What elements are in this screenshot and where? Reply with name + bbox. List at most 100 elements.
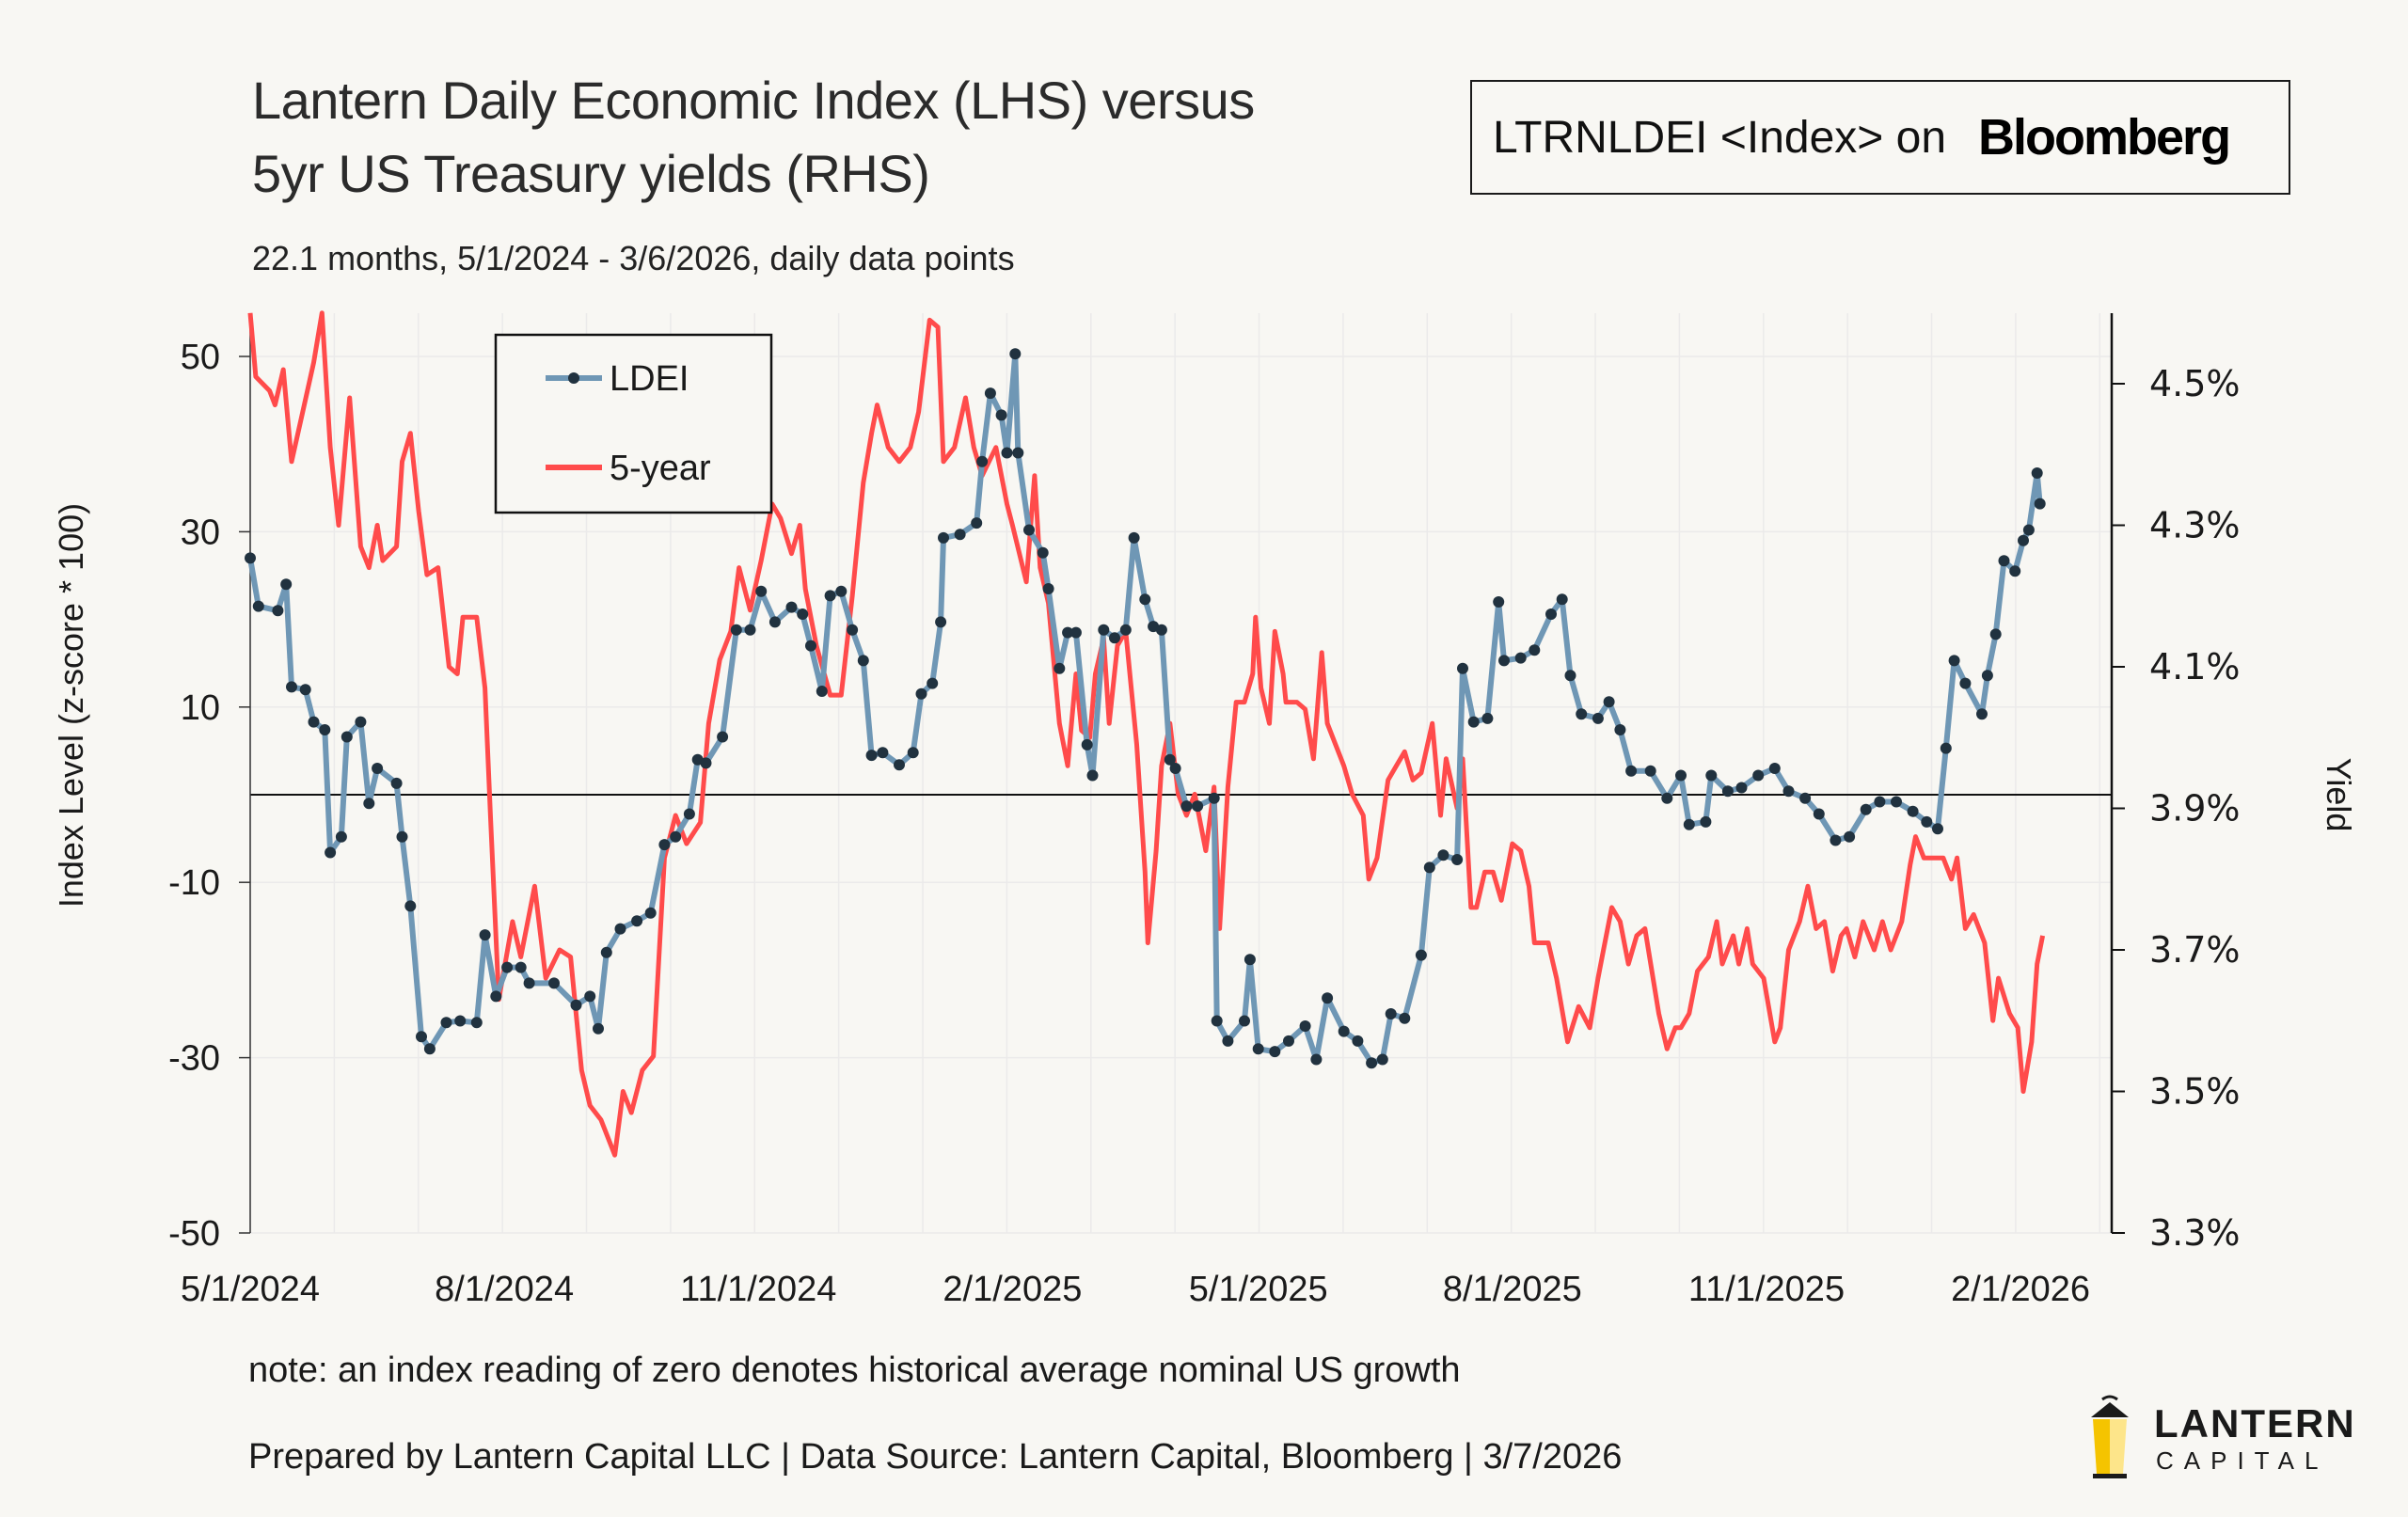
data-point bbox=[894, 759, 905, 771]
data-point bbox=[857, 655, 869, 667]
data-point bbox=[1874, 796, 1886, 808]
data-point bbox=[1932, 823, 1943, 835]
chart-title-line-2: 5yr US Treasury yields (RHS) bbox=[252, 144, 930, 203]
data-point bbox=[1119, 624, 1132, 636]
chart-note: note: an index reading of zero denotes h… bbox=[248, 1351, 1461, 1390]
data-point bbox=[1415, 949, 1427, 961]
data-point bbox=[416, 1031, 427, 1043]
left-tick-label: -30 bbox=[168, 1039, 220, 1079]
left-tick-label: 50 bbox=[181, 338, 220, 377]
data-point bbox=[600, 946, 612, 958]
x-tick-label: 8/1/2024 bbox=[435, 1270, 574, 1309]
data-point bbox=[1423, 861, 1435, 874]
data-point bbox=[1799, 792, 1812, 804]
data-point bbox=[454, 1015, 467, 1027]
data-point bbox=[372, 763, 384, 774]
data-point bbox=[1244, 954, 1256, 966]
data-point bbox=[1644, 765, 1656, 777]
x-tick-label: 8/1/2025 bbox=[1443, 1270, 1582, 1309]
data-point bbox=[1128, 531, 1140, 544]
data-point bbox=[1155, 624, 1167, 636]
data-point bbox=[1299, 1020, 1311, 1032]
data-point bbox=[1457, 662, 1468, 674]
data-point bbox=[1310, 1053, 1323, 1066]
data-point bbox=[355, 716, 367, 728]
data-point bbox=[470, 1017, 483, 1029]
data-point bbox=[1467, 716, 1480, 728]
data-point bbox=[877, 747, 889, 759]
data-point bbox=[286, 681, 297, 693]
data-point bbox=[1891, 796, 1902, 808]
data-point bbox=[1959, 677, 1972, 689]
data-point bbox=[938, 531, 949, 544]
data-point bbox=[2022, 524, 2035, 536]
data-point bbox=[245, 552, 256, 564]
data-point bbox=[670, 830, 682, 843]
right-axis-ticks: 4.5% 4.3% 4.1% 3.9% 3.7% 3.5% 3.3% bbox=[2112, 363, 2241, 1254]
x-tick-label: 5/1/2025 bbox=[1189, 1270, 1328, 1309]
data-point bbox=[1592, 712, 1604, 724]
data-point bbox=[490, 990, 502, 1003]
data-point bbox=[797, 608, 809, 620]
data-point bbox=[1614, 724, 1626, 735]
left-tick-label: 10 bbox=[181, 688, 220, 728]
data-point bbox=[308, 716, 320, 728]
data-point bbox=[1940, 742, 1952, 754]
data-point bbox=[1208, 792, 1220, 804]
data-point bbox=[1269, 1046, 1281, 1058]
data-point bbox=[1514, 652, 1527, 664]
data-point bbox=[1705, 769, 1718, 782]
data-point bbox=[816, 686, 828, 697]
data-point bbox=[1498, 655, 1510, 667]
data-point bbox=[865, 750, 878, 762]
data-point bbox=[1576, 708, 1588, 720]
data-point bbox=[1603, 696, 1615, 708]
data-point bbox=[683, 808, 695, 820]
data-point bbox=[631, 915, 643, 927]
legend: LDEI 5-year bbox=[494, 333, 773, 514]
data-point bbox=[1661, 792, 1673, 804]
data-point bbox=[1721, 785, 1734, 798]
data-point bbox=[1376, 1053, 1388, 1066]
data-point bbox=[730, 624, 742, 636]
data-point bbox=[252, 600, 264, 612]
data-point bbox=[1625, 765, 1638, 777]
data-point bbox=[984, 387, 996, 400]
data-point bbox=[404, 900, 417, 912]
right-tick-label: 4.1% bbox=[2149, 646, 2241, 687]
data-point bbox=[272, 605, 284, 617]
data-point bbox=[935, 616, 947, 628]
data-point bbox=[423, 1043, 436, 1055]
left-tick-label: 30 bbox=[181, 513, 220, 552]
data-point bbox=[1054, 662, 1066, 674]
data-point bbox=[1437, 849, 1450, 861]
data-point bbox=[1989, 628, 2002, 640]
data-point bbox=[1139, 593, 1151, 606]
data-point bbox=[1399, 1012, 1411, 1024]
data-point bbox=[2034, 498, 2046, 510]
series-line bbox=[247, 310, 2046, 1158]
right-tick-label: 4.5% bbox=[2149, 363, 2241, 404]
data-point bbox=[299, 684, 311, 696]
data-point bbox=[341, 731, 353, 743]
legend-box bbox=[494, 333, 773, 514]
left-axis-label: Index Level (z-score * 100) bbox=[52, 503, 90, 908]
chart-footer: Prepared by Lantern Capital LLC | Data S… bbox=[248, 1437, 1623, 1477]
data-point bbox=[835, 585, 848, 597]
data-point bbox=[1782, 785, 1795, 798]
data-point bbox=[954, 529, 966, 541]
data-point bbox=[1860, 803, 1872, 815]
x-tick-label: 2/1/2025 bbox=[943, 1270, 1082, 1309]
data-point bbox=[785, 601, 798, 613]
logo-name: LANTERN bbox=[2154, 1401, 2356, 1446]
data-point bbox=[971, 517, 983, 529]
legend-ldei-marker bbox=[568, 372, 579, 384]
data-point bbox=[1164, 753, 1176, 766]
data-point bbox=[1921, 815, 1933, 828]
data-point bbox=[1283, 1035, 1294, 1047]
data-point bbox=[1322, 992, 1334, 1004]
data-point bbox=[501, 961, 514, 973]
data-point bbox=[1976, 708, 1988, 720]
chart-subtitle: 22.1 months, 5/1/2024 - 3/6/2026, daily … bbox=[252, 239, 1015, 277]
